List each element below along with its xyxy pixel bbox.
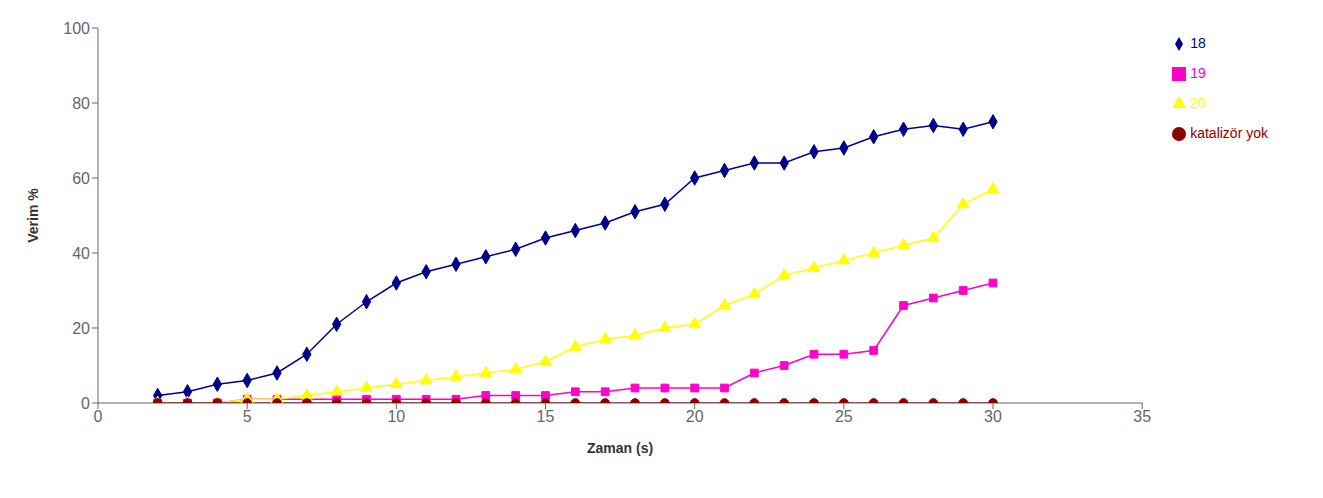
svg-text:5: 5: [243, 408, 252, 425]
svg-text:60: 60: [72, 170, 90, 187]
svg-text:80: 80: [72, 95, 90, 112]
svg-text:0: 0: [81, 395, 90, 412]
svg-text:25: 25: [835, 408, 853, 425]
html-text:katalizör yok: katalizör yok: [1190, 125, 1268, 141]
html-text:19: 19: [1190, 65, 1206, 81]
html-text:20: 20: [1190, 95, 1206, 111]
svg-text:30: 30: [984, 408, 1002, 425]
svg-text:Verim %: Verim %: [25, 188, 41, 243]
svg-text:35: 35: [1133, 408, 1151, 425]
svg-text:100: 100: [63, 20, 90, 37]
svg-text:40: 40: [72, 245, 90, 262]
svg-text:10: 10: [387, 408, 405, 425]
svg-text:Zaman (s): Zaman (s): [587, 440, 653, 456]
html-text:18: 18: [1190, 35, 1206, 51]
svg-text:20: 20: [72, 320, 90, 337]
svg-text:15: 15: [537, 408, 555, 425]
svg-text:20: 20: [686, 408, 704, 425]
svg-text:0: 0: [94, 408, 103, 425]
